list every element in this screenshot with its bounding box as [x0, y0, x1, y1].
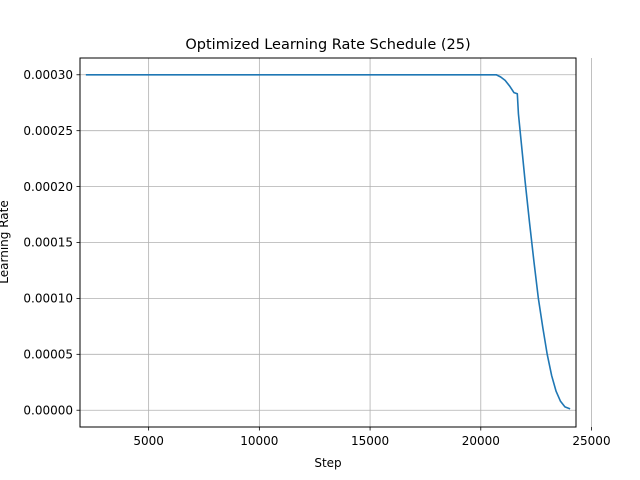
- x-tick-label: 20000: [462, 434, 500, 448]
- y-tick-label: 0.00015: [23, 236, 73, 250]
- plot-area: [85, 73, 571, 410]
- chart-title: Optimized Learning Rate Schedule (25): [185, 37, 470, 53]
- x-axis: 5000 10000 15000 20000 25000: [133, 427, 611, 448]
- x-tick-label: 5000: [133, 434, 164, 448]
- y-tick-label: 0.00010: [23, 292, 73, 306]
- x-tick-label: 25000: [572, 434, 610, 448]
- y-tick-label: 0.00000: [23, 403, 73, 417]
- x-tick-label: 10000: [240, 434, 278, 448]
- y-axis: 0.00000 0.00005 0.00010 0.00015 0.00020 0.000…: [23, 68, 80, 417]
- grid: [80, 58, 592, 427]
- x-axis-label: Step: [314, 456, 341, 470]
- y-tick-label: 0.00025: [23, 124, 73, 138]
- y-tick-label: 0.00030: [23, 68, 73, 82]
- y-tick-label: 0.00020: [23, 180, 73, 194]
- x-tick-label: 15000: [351, 434, 389, 448]
- series-line: [85, 73, 571, 410]
- y-axis-label: Learning Rate: [0, 200, 11, 283]
- y-tick-label: 0.00005: [23, 348, 73, 362]
